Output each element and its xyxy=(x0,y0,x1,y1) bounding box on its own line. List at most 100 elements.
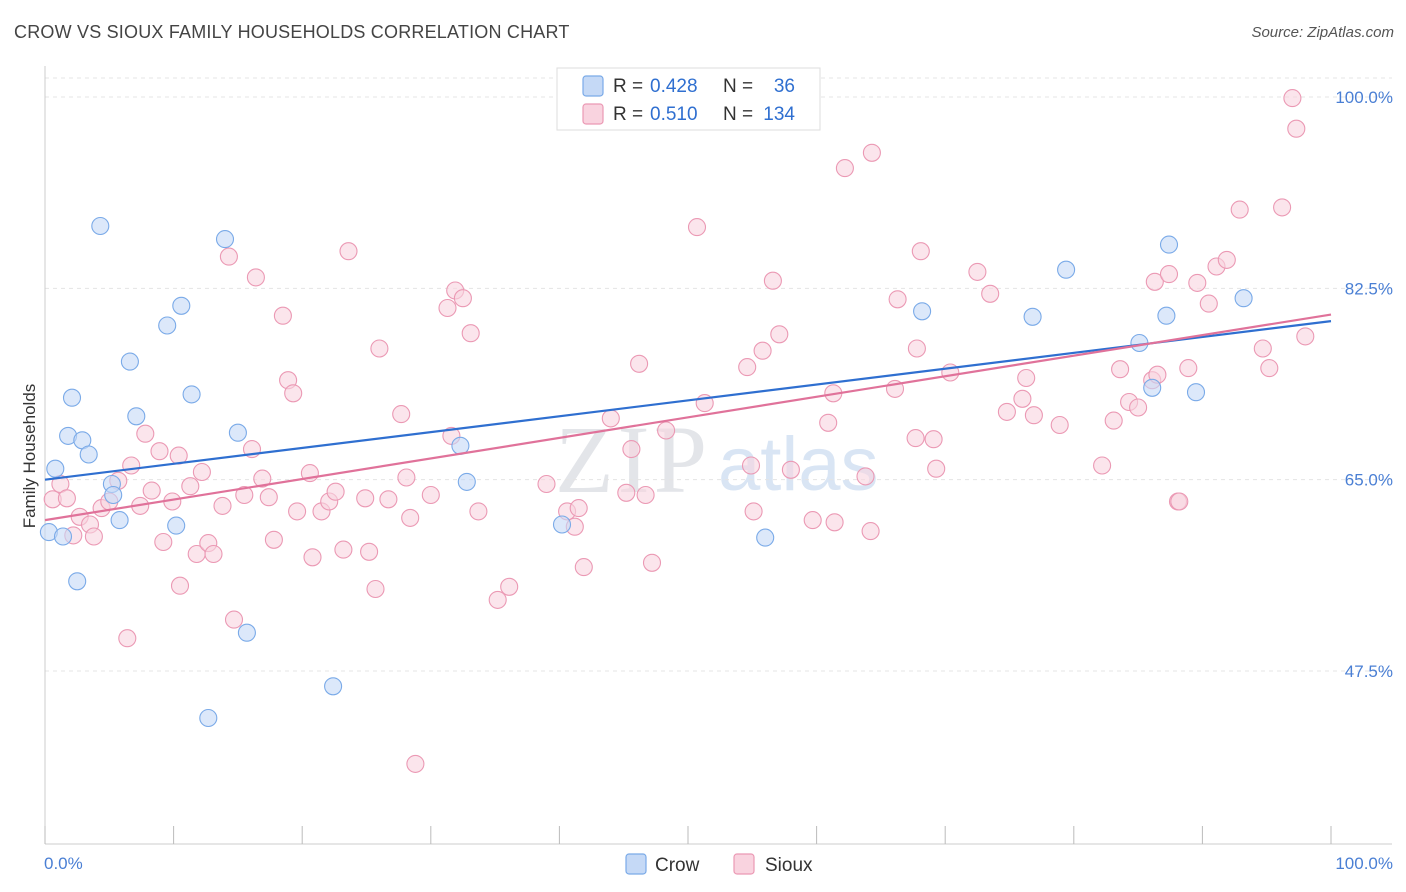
data-point-sioux xyxy=(630,354,649,373)
data-point-sioux xyxy=(142,481,161,500)
data-point-crow xyxy=(68,572,87,591)
data-point-sioux xyxy=(744,502,763,521)
data-point-crow xyxy=(104,485,123,505)
bottom-legend-label-sioux: Sioux xyxy=(765,855,813,876)
data-point-sioux xyxy=(224,610,244,629)
y-axis-title: Family Households xyxy=(20,384,39,529)
data-point-sioux xyxy=(181,477,200,496)
data-point-sioux xyxy=(192,462,211,482)
data-point-sioux xyxy=(303,548,322,567)
data-point-sioux xyxy=(1111,360,1130,379)
data-point-crow xyxy=(756,528,775,547)
data-point-sioux xyxy=(981,284,1000,303)
data-point-sioux xyxy=(246,268,265,287)
x-tick-label-max: 100.0% xyxy=(1335,854,1393,873)
data-point-crow xyxy=(127,407,146,426)
bottom-legend-swatch-sioux xyxy=(733,853,755,875)
data-point-sioux xyxy=(1283,89,1302,108)
data-point-sioux xyxy=(856,467,875,486)
data-point-sioux xyxy=(150,442,169,461)
data-point-sioux xyxy=(763,271,782,290)
data-point-sioux xyxy=(1296,327,1315,346)
data-point-sioux xyxy=(1287,119,1306,138)
data-point-sioux xyxy=(642,553,662,572)
data-point-crow xyxy=(1186,383,1206,402)
data-point-crow xyxy=(62,388,82,407)
data-point-sioux xyxy=(370,339,389,358)
data-point-sioux xyxy=(781,460,800,479)
data-point-sioux xyxy=(273,306,292,325)
data-point-crow xyxy=(1143,378,1162,397)
data-point-sioux xyxy=(204,544,223,564)
data-point-sioux xyxy=(1188,273,1207,292)
data-point-sioux xyxy=(421,485,440,505)
y-tick-label: 65.0% xyxy=(1345,471,1393,490)
data-point-crow xyxy=(199,708,218,728)
data-point-crow xyxy=(1057,260,1076,279)
data-point-sioux xyxy=(288,502,307,521)
data-point-sioux xyxy=(219,247,238,266)
data-point-sioux xyxy=(397,468,416,487)
data-point-sioux xyxy=(401,508,420,527)
data-point-sioux xyxy=(888,290,907,309)
data-point-sioux xyxy=(453,289,472,308)
y-tick-label: 82.5% xyxy=(1345,279,1393,298)
data-point-sioux xyxy=(924,430,943,449)
data-point-sioux xyxy=(57,489,76,508)
data-point-sioux xyxy=(379,490,398,509)
data-point-sioux xyxy=(825,513,844,532)
data-point-sioux xyxy=(1273,198,1292,217)
data-point-sioux xyxy=(569,499,588,518)
legend-crow-r-value: 0.428 xyxy=(650,76,698,97)
data-point-sioux xyxy=(1217,250,1236,269)
data-point-sioux xyxy=(803,511,822,530)
data-point-sioux xyxy=(326,482,345,501)
data-point-crow xyxy=(1159,235,1179,254)
data-point-sioux xyxy=(574,558,593,577)
data-point-crow xyxy=(79,445,98,464)
data-point-sioux xyxy=(438,298,457,318)
data-point-crow xyxy=(91,216,110,236)
data-point-sioux xyxy=(284,384,303,403)
data-point-sioux xyxy=(1024,406,1043,425)
data-point-sioux xyxy=(617,483,636,502)
data-point-sioux xyxy=(253,469,272,488)
data-point-sioux xyxy=(862,143,881,162)
data-point-sioux xyxy=(657,421,676,440)
data-point-sioux xyxy=(753,341,772,360)
data-point-sioux xyxy=(469,502,488,521)
data-point-sioux xyxy=(488,590,507,609)
data-point-sioux xyxy=(1017,368,1036,388)
data-point-crow xyxy=(110,511,129,530)
data-point-crow xyxy=(46,459,65,478)
data-point-sioux xyxy=(1104,411,1123,430)
data-point-sioux xyxy=(1093,456,1112,475)
data-point-sioux xyxy=(392,405,411,424)
data-point-crow xyxy=(167,516,186,535)
data-point-sioux xyxy=(835,159,854,178)
data-point-sioux xyxy=(122,456,141,475)
data-point-sioux xyxy=(770,325,789,344)
data-point-sioux xyxy=(259,488,278,507)
data-point-crow xyxy=(1023,307,1042,326)
data-point-crow xyxy=(228,423,247,442)
data-point-sioux xyxy=(84,527,103,546)
data-point-sioux xyxy=(1170,492,1189,511)
data-point-crow xyxy=(237,623,256,642)
y-tick-label: 47.5% xyxy=(1345,662,1393,681)
data-point-sioux xyxy=(461,324,480,343)
data-point-sioux xyxy=(1199,294,1218,313)
data-point-sioux xyxy=(235,485,254,505)
data-point-crow xyxy=(215,230,235,249)
data-point-sioux xyxy=(906,429,925,448)
stats-legend: R = 0.428 N = 36 R = 0.510 N = 134 xyxy=(556,67,821,131)
data-point-sioux xyxy=(741,456,761,475)
legend-sioux-n-value: 134 xyxy=(763,104,795,125)
series-legend: Crow Sioux xyxy=(625,853,813,876)
data-point-sioux xyxy=(622,440,641,459)
data-point-sioux xyxy=(154,532,173,552)
data-point-crow xyxy=(552,515,572,534)
data-point-sioux xyxy=(1253,339,1272,358)
chart-title: CROW VS SIOUX FAMILY HOUSEHOLDS CORRELAT… xyxy=(14,22,570,42)
